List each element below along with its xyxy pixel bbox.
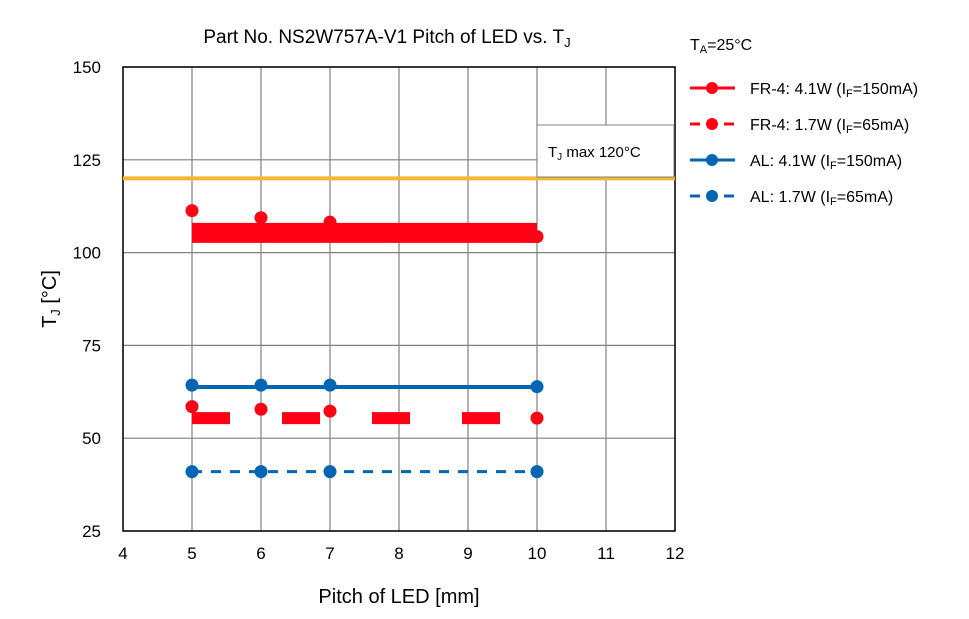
- data-point: [254, 402, 268, 416]
- y-tick-label: 125: [73, 151, 101, 170]
- legend-label: FR-4: 4.1W (IF=150mA): [750, 81, 918, 100]
- x-tick-label: 11: [597, 544, 615, 563]
- data-point: [185, 465, 199, 479]
- x-tick-label: 5: [187, 544, 196, 563]
- data-point: [254, 378, 268, 392]
- y-tick-label: 75: [82, 336, 101, 355]
- legend-marker: [706, 82, 718, 94]
- legend-label: AL: 1.7W (IF=65mA): [750, 189, 893, 208]
- legend: FR-4: 4.1W (IF=150mA) FR-4: 1.7W (IF=65mA…: [690, 81, 918, 208]
- x-tick-label: 6: [256, 544, 265, 563]
- y-axis-label: TJ [°C]: [39, 270, 63, 328]
- x-tick-label: 7: [325, 544, 334, 563]
- x-axis-label: Pitch of LED [mm]: [318, 586, 479, 608]
- x-tick-label: 10: [528, 544, 547, 563]
- x-tick-label: 12: [666, 544, 685, 563]
- data-point: [530, 230, 544, 244]
- x-tick-label: 4: [118, 544, 127, 563]
- tj-max-annotation: TJ max 120°C: [548, 144, 641, 163]
- y-tick-label: 150: [73, 58, 101, 77]
- ambient-temperature-label: TA=25°C: [690, 37, 752, 56]
- y-tick-label: 100: [73, 244, 101, 263]
- legend-marker: [706, 118, 718, 130]
- series-0: [185, 204, 544, 244]
- plot-border: [122, 66, 676, 532]
- chart-title: Part No. NS2W757A-V1 Pitch of LED vs. TJ: [203, 27, 570, 50]
- legend-marker: [706, 154, 718, 166]
- series-3: [185, 465, 544, 479]
- y-tick-label: 50: [82, 429, 101, 448]
- legend-label: FR-4: 1.7W (IF=65mA): [750, 117, 909, 136]
- data-point: [185, 378, 199, 392]
- data-point: [323, 404, 337, 418]
- data-point: [185, 400, 199, 414]
- data-point: [254, 211, 268, 225]
- x-tick-label: 9: [463, 544, 472, 563]
- data-point: [530, 380, 544, 394]
- tj-max-annotation-box: [536, 124, 675, 178]
- data-point: [185, 204, 199, 218]
- data-point: [530, 411, 544, 425]
- data-point: [323, 378, 337, 392]
- series-2: [185, 378, 544, 394]
- legend-label: AL: 4.1W (IF=150mA): [750, 153, 902, 172]
- y-tick-label: 25: [82, 522, 101, 541]
- x-tick-label: 8: [394, 544, 403, 563]
- data-point: [323, 215, 337, 229]
- data-point: [323, 465, 337, 479]
- data-point: [530, 465, 544, 479]
- series-1: [185, 400, 544, 425]
- legend-marker: [706, 190, 718, 202]
- data-point: [254, 465, 268, 479]
